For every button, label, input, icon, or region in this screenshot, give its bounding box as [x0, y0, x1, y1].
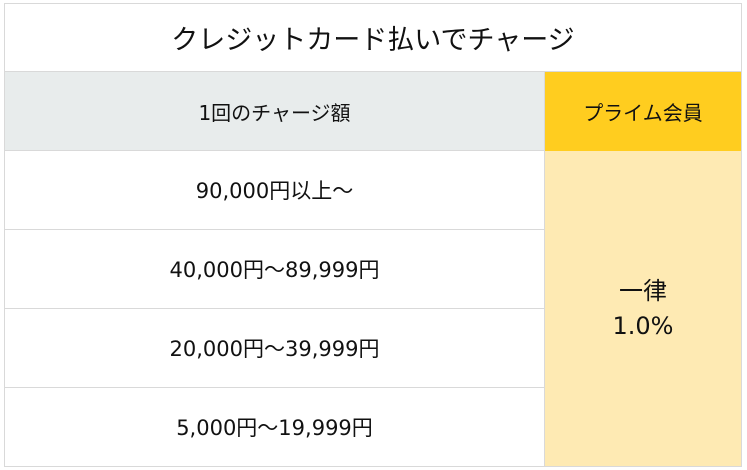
rate-value: 1.0%	[612, 311, 674, 340]
table-row: 90,000円以上～	[5, 151, 545, 230]
charge-rate-table: クレジットカード払いでチャージ 1回のチャージ額 プライム会員 90,000円以…	[4, 3, 742, 467]
rate-label: 一律	[619, 276, 667, 305]
prime-member-column-header: プライム会員	[545, 72, 741, 151]
table-row: 5,000円～19,999円	[5, 388, 545, 466]
table-row: 40,000円～89,999円	[5, 230, 545, 309]
table-row: 20,000円～39,999円	[5, 309, 545, 388]
prime-rate-cell: 一律 1.0%	[545, 151, 741, 466]
charge-amount-column-header: 1回のチャージ額	[5, 72, 545, 151]
table-title: クレジットカード払いでチャージ	[5, 4, 741, 72]
